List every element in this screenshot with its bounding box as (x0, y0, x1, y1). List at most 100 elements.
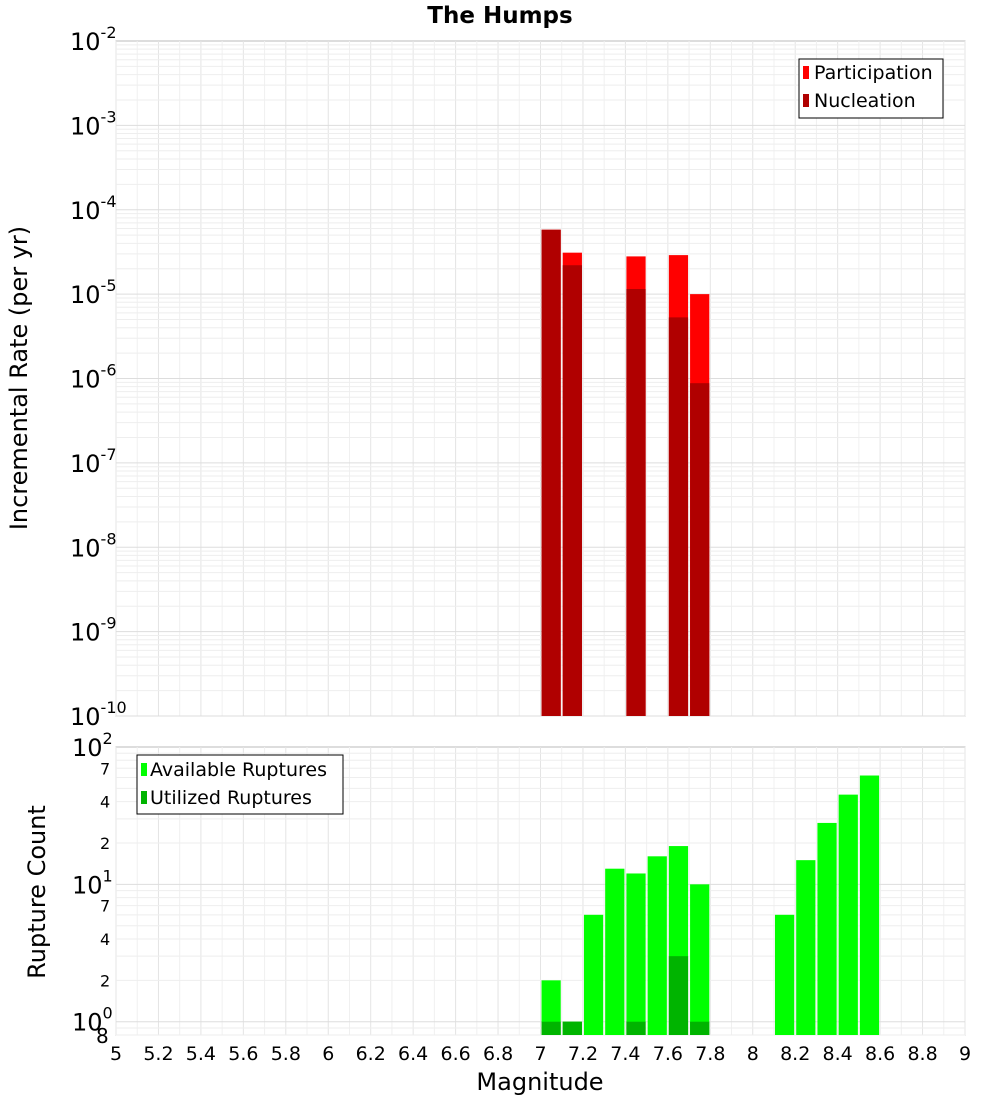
y-tick-exponent: -8 (101, 529, 117, 548)
top-legend: Participation Nucleation (798, 58, 944, 119)
y-minor-tick-label: 2 (100, 834, 110, 853)
x-tick-label: 5 (110, 1043, 122, 1065)
top-bar-nucleation (626, 289, 646, 716)
y-tick-label: 10-8 (70, 529, 117, 562)
y-tick-exponent: -5 (101, 276, 117, 295)
x-ticks: 5 5.2 5.4 5.6 5.8 6 6.2 6.4 6.6 6.8 7 7.2 7.4 7.6 7.8 8… (110, 1043, 971, 1065)
bottom-bar-available-ruptures (605, 868, 625, 1035)
bottom-bar-available-ruptures (541, 980, 561, 1035)
y-tick-label: 101 (72, 866, 113, 899)
x-tick-label: 7.6 (653, 1043, 683, 1065)
x-tick-label: 6 (322, 1043, 334, 1065)
x-tick-label: 8.2 (780, 1043, 810, 1065)
y-tick-exponent: -3 (101, 107, 117, 126)
bottom-bar-available-ruptures (647, 856, 667, 1035)
y-tick-label: 10-3 (70, 107, 117, 140)
bottom-legend-box (136, 754, 344, 815)
bottom-bar-utilized-ruptures (626, 1021, 646, 1035)
top-bar-nucleation (541, 229, 561, 717)
bottom-bar-available-ruptures (859, 775, 880, 1035)
legend-label-nucleation: Nucleation (814, 90, 916, 112)
x-tick-label: 7.2 (568, 1043, 598, 1065)
y-tick-base: 10 (70, 450, 101, 478)
y-minor-tick-label: 4 (100, 793, 110, 812)
y-tick-base: 10 (72, 734, 103, 762)
bottom-bar-available-ruptures (690, 884, 710, 1035)
x-tick-label: 8.6 (865, 1043, 895, 1065)
y-tick-exponent: -7 (101, 445, 117, 464)
chart-title: The Humps (427, 3, 572, 29)
legend-swatch-utilized (141, 791, 147, 804)
y-tick-label: 10-5 (70, 276, 117, 309)
bottom-bar-utilized-ruptures (668, 956, 689, 1035)
y-tick-label: 10-9 (70, 614, 117, 647)
y-tick-exponent: -10 (101, 698, 127, 717)
y-tick-label: 10-4 (70, 192, 117, 225)
bottom-bar-available-ruptures (817, 822, 837, 1035)
y-tick-exponent: 0 (103, 1004, 113, 1023)
y-tick-exponent: -9 (101, 614, 117, 633)
x-tick-label: 5.8 (271, 1043, 301, 1065)
y-minor-tick-label: 7 (100, 897, 110, 916)
y-tick-base: 10 (70, 703, 101, 731)
x-tick-label: 7.4 (610, 1043, 640, 1065)
bottom-bar-available-ruptures (626, 873, 646, 1035)
y-minor-tick-label: 4 (100, 930, 110, 949)
y-tick-base: 10 (70, 281, 101, 309)
top-bar-nucleation (562, 265, 582, 716)
y-tick-base: 10 (70, 366, 101, 394)
y-tick-base: 10 (70, 28, 101, 56)
top-bars (541, 229, 710, 717)
y-tick-label: 10-10 (70, 698, 127, 731)
legend-swatch-nucleation (803, 94, 809, 107)
y-tick-base: 10 (70, 619, 101, 647)
legend-label-participation: Participation (814, 62, 933, 84)
legend-swatch-available (141, 763, 147, 776)
bottom-bar-utilized-ruptures (562, 1021, 582, 1035)
y-tick-label: 10-6 (70, 361, 117, 394)
y-tick-base: 10 (70, 197, 101, 225)
y-tick-exponent: 2 (103, 729, 113, 748)
bottom-bar-available-ruptures (796, 860, 816, 1035)
bottom-bar-utilized-ruptures (690, 1021, 710, 1035)
x-tick-label: 8.8 (907, 1043, 937, 1065)
x-tick-label: 6.2 (356, 1043, 386, 1065)
x-axis-label: Magnitude (476, 1068, 603, 1096)
x-tick-label: 5.2 (143, 1043, 173, 1065)
top-bar-nucleation (690, 383, 710, 716)
y-tick-exponent: -4 (101, 192, 117, 211)
y-tick-base: 10 (72, 1009, 103, 1037)
top-legend-box (798, 58, 944, 119)
x-tick-label: 7 (534, 1043, 546, 1065)
top-grid (115, 41, 966, 717)
x-tick-label: 8 (747, 1043, 759, 1065)
bottom-legend: Available Ruptures Utilized Ruptures (136, 754, 344, 815)
y-tick-exponent: -6 (101, 361, 117, 380)
legend-label-available: Available Ruptures (150, 759, 327, 781)
top-bar-nucleation (668, 317, 689, 716)
y-minor-tick-label: 7 (100, 759, 110, 778)
y-tick-base: 10 (72, 871, 103, 899)
bottom-y-axis-label: Rupture Count (23, 805, 51, 979)
bottom-bar-available-ruptures (774, 914, 795, 1035)
x-tick-label: 5.4 (186, 1043, 216, 1065)
x-tick-label: 8.4 (823, 1043, 853, 1065)
top-y-axis-label: Incremental Rate (per yr) (5, 226, 33, 530)
y-tick-label: 10-2 (70, 23, 117, 56)
bottom-bars (541, 775, 880, 1035)
y-minor-tick-label: 2 (100, 971, 110, 990)
bottom-grid (115, 747, 966, 1036)
x-tick-label: 6.8 (483, 1043, 513, 1065)
y-tick-label: 100 (72, 1004, 113, 1037)
y-tick-exponent: 1 (103, 866, 113, 885)
x-tick-label: 6.4 (398, 1043, 428, 1065)
y-tick-base: 10 (70, 112, 101, 140)
legend-label-utilized: Utilized Ruptures (150, 787, 312, 809)
legend-swatch-participation (803, 66, 809, 79)
y-minor-tick-label: 8 (96, 1024, 109, 1048)
bottom-bar-available-ruptures (583, 914, 604, 1035)
y-tick-label: 10-7 (70, 445, 117, 478)
